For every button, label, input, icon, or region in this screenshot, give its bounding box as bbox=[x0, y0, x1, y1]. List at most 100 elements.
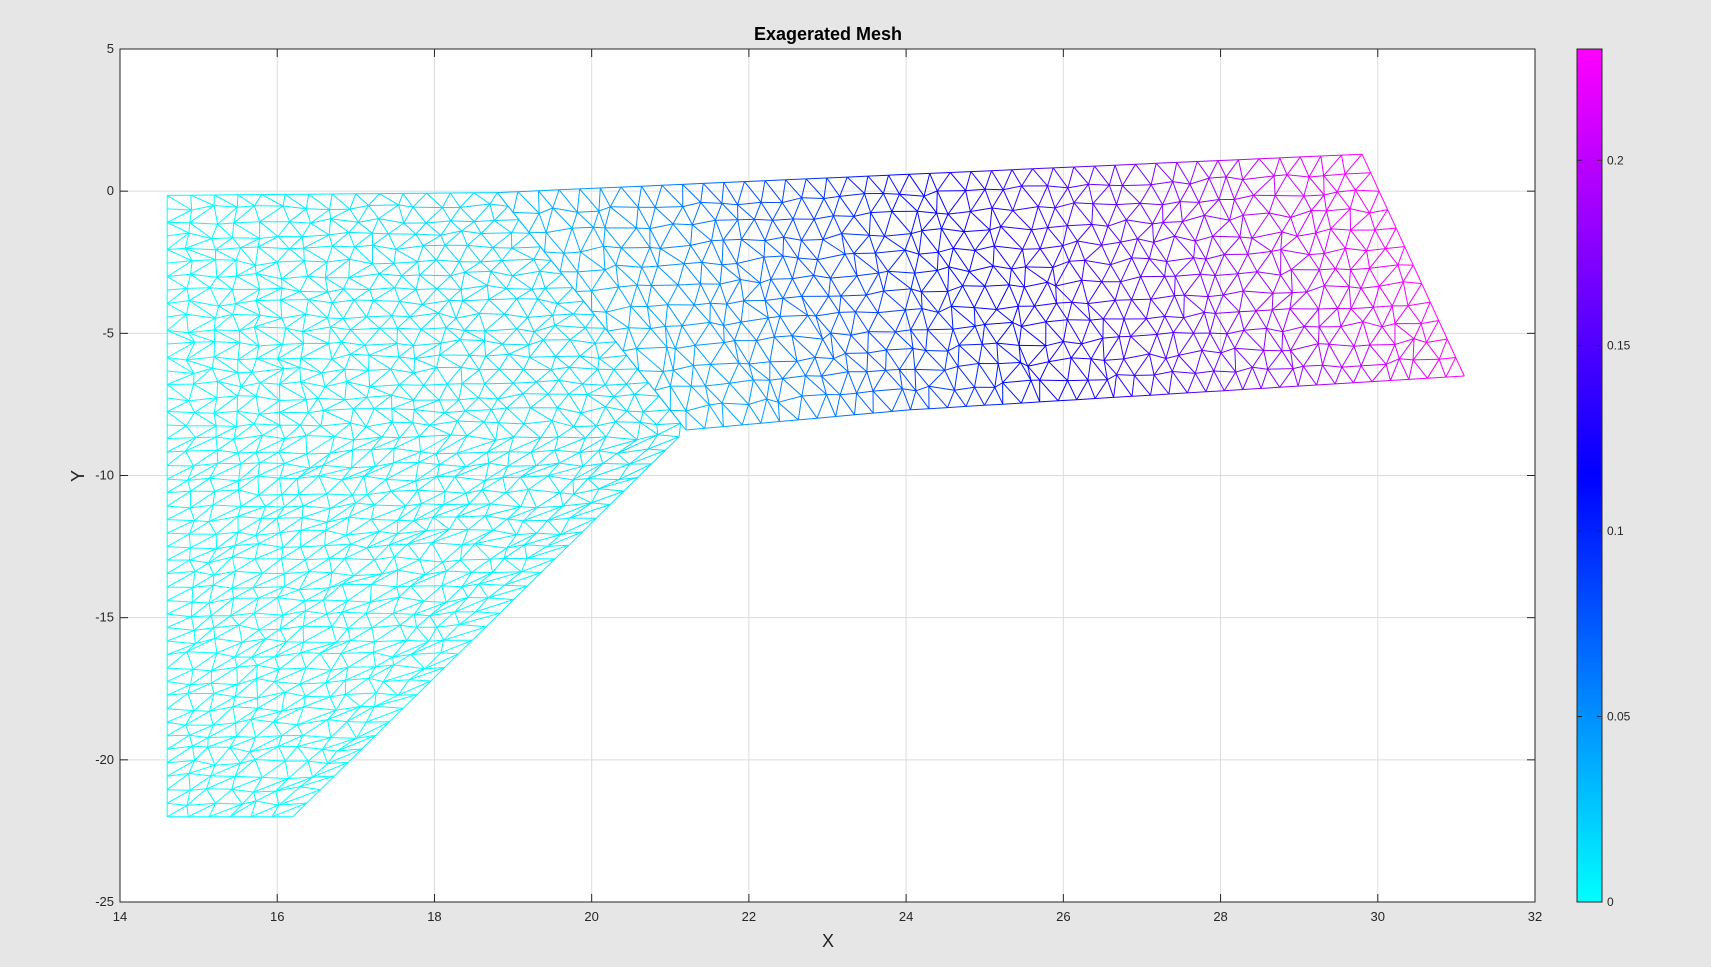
x-tick-label: 16 bbox=[270, 909, 284, 924]
mesh-edge bbox=[347, 722, 366, 723]
mesh-edge bbox=[373, 263, 394, 264]
mesh-edge bbox=[413, 207, 443, 208]
mesh-edge bbox=[1318, 327, 1319, 344]
mesh-edge bbox=[479, 369, 499, 370]
x-tick-label: 28 bbox=[1213, 909, 1227, 924]
mesh-edge bbox=[845, 254, 854, 255]
mesh-edge bbox=[886, 370, 900, 371]
mesh-edge bbox=[712, 240, 724, 241]
mesh-edge bbox=[167, 466, 193, 467]
mesh-edge bbox=[855, 312, 878, 313]
mesh-edge bbox=[192, 587, 193, 602]
mesh-edge bbox=[886, 350, 887, 370]
mesh-edge bbox=[232, 238, 259, 239]
mesh-edge bbox=[398, 520, 414, 521]
mesh-edge bbox=[437, 289, 461, 290]
mesh-edge bbox=[1023, 249, 1041, 250]
mesh-edge bbox=[937, 191, 938, 213]
mesh-edge bbox=[1068, 380, 1088, 381]
mesh-edge bbox=[299, 494, 327, 495]
mesh-edge bbox=[926, 351, 948, 352]
mesh-edge bbox=[801, 240, 823, 241]
mesh-edge bbox=[217, 450, 218, 463]
mesh-edge bbox=[304, 248, 305, 261]
mesh-edge bbox=[615, 422, 640, 423]
y-tick-label: -15 bbox=[95, 610, 114, 625]
chart-title: Exagerated Mesh bbox=[754, 24, 902, 44]
mesh-edge bbox=[195, 413, 215, 414]
mesh-edge bbox=[576, 291, 592, 292]
colorbar-tick-label: 0.2 bbox=[1607, 153, 1624, 167]
mesh-edge bbox=[485, 383, 514, 384]
mesh-edge bbox=[328, 318, 344, 319]
mesh-edge bbox=[1184, 295, 1185, 318]
mesh-edge bbox=[414, 400, 415, 409]
x-tick-label: 20 bbox=[584, 909, 598, 924]
mesh-edge bbox=[1173, 333, 1193, 334]
mesh-edge bbox=[808, 315, 816, 316]
mesh-edge bbox=[636, 228, 650, 229]
mesh-edge bbox=[507, 289, 533, 290]
mesh-edge bbox=[167, 790, 190, 791]
mesh-edge bbox=[545, 288, 573, 289]
mesh-edge bbox=[468, 530, 493, 531]
colorbar-tick-label: 0.1 bbox=[1607, 524, 1624, 538]
mesh-edge bbox=[1319, 309, 1320, 327]
mesh-edge bbox=[928, 329, 953, 330]
mesh-edge bbox=[300, 291, 328, 292]
mesh-edge bbox=[921, 291, 947, 292]
mesh-edge bbox=[1026, 267, 1053, 268]
x-tick-label: 14 bbox=[113, 909, 127, 924]
mesh-edge bbox=[521, 572, 541, 573]
x-axis-label: X bbox=[822, 931, 834, 951]
mesh-edge bbox=[481, 233, 511, 234]
mesh-edge bbox=[399, 385, 424, 386]
mesh-edge bbox=[594, 227, 606, 228]
mesh-edge bbox=[305, 696, 330, 697]
mesh-edge bbox=[783, 237, 784, 256]
mesh-edge bbox=[610, 207, 638, 208]
y-tick-label: -10 bbox=[95, 468, 114, 483]
mesh-edge bbox=[211, 776, 235, 777]
mesh-edge bbox=[771, 279, 793, 280]
mesh-edge bbox=[216, 260, 236, 261]
mesh-edge bbox=[263, 573, 285, 574]
mesh-edge bbox=[1175, 295, 1185, 296]
mesh-edge bbox=[1040, 380, 1068, 381]
mesh-edge bbox=[343, 289, 369, 290]
mesh-edge bbox=[1292, 292, 1306, 293]
y-tick-label: 5 bbox=[107, 41, 114, 56]
mesh-edge bbox=[238, 452, 256, 453]
mesh-edge bbox=[723, 239, 741, 240]
mesh-edge bbox=[523, 394, 548, 395]
mesh-edge bbox=[539, 191, 540, 214]
mesh-edge bbox=[397, 586, 411, 587]
mesh-edge bbox=[1268, 369, 1293, 370]
mesh-edge bbox=[1273, 293, 1292, 294]
mesh-edge bbox=[834, 216, 854, 217]
mesh-edge bbox=[1115, 300, 1132, 301]
x-tick-label: 22 bbox=[742, 909, 756, 924]
mesh-edge bbox=[260, 463, 285, 464]
y-tick-label: -20 bbox=[95, 752, 114, 767]
mesh-edge bbox=[196, 437, 216, 438]
mesh-edge bbox=[665, 326, 682, 327]
mesh-edge bbox=[354, 300, 373, 301]
mesh-edge bbox=[802, 198, 824, 199]
mesh-edge bbox=[573, 314, 594, 315]
mesh-edge bbox=[1318, 344, 1329, 345]
colorbar-tick-label: 0 bbox=[1607, 895, 1614, 909]
colorbar bbox=[1577, 49, 1602, 902]
mesh-edge bbox=[216, 534, 217, 548]
mesh-edge bbox=[868, 332, 869, 353]
mesh-edge bbox=[265, 506, 284, 507]
mesh-edge bbox=[394, 448, 395, 463]
mesh-edge bbox=[258, 598, 277, 599]
mesh-edge bbox=[397, 520, 398, 534]
mesh-edge bbox=[392, 422, 412, 423]
x-tick-label: 18 bbox=[427, 909, 441, 924]
mesh-edge bbox=[348, 667, 375, 668]
mesh-edge bbox=[724, 325, 725, 342]
